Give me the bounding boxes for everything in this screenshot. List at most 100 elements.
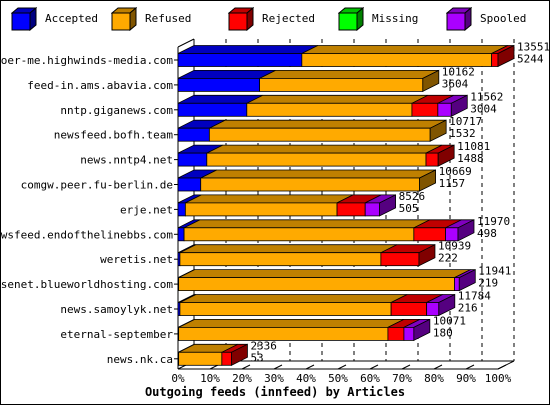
category-label: feed-in.ams.abavia.com — [27, 79, 173, 92]
bar-top-refused — [206, 144, 443, 154]
bar-segment-refused — [178, 326, 389, 341]
bar-top-refused — [185, 194, 354, 204]
bar-top-accepted — [177, 45, 319, 54]
x-tick — [465, 364, 475, 370]
bar-side-spooled — [379, 194, 397, 217]
bar-total-label: 13551 — [517, 41, 549, 54]
bar-side-spooled — [413, 318, 431, 342]
category-label: comgw.peer.fu-berlin.de — [21, 179, 173, 192]
bar-side-rejected — [437, 144, 455, 167]
bar-side-rejected — [418, 244, 436, 267]
bar-segment-refused — [259, 78, 424, 92]
bar-accepted-label: 498 — [477, 227, 497, 240]
bar-segment-accepted — [177, 127, 210, 142]
bar-segment-rejected — [411, 102, 439, 117]
category-label: nntp.giganews.com — [60, 104, 173, 117]
x-tick-label: 20% — [232, 372, 252, 385]
bar-segment-refused — [178, 277, 455, 292]
bar-top-refused — [209, 119, 447, 129]
x-tick — [369, 364, 379, 370]
bar-top-refused — [178, 318, 405, 328]
bar-segment-rejected — [221, 351, 232, 366]
bar-segment-refused — [184, 202, 338, 217]
bar-segment-refused — [178, 351, 223, 366]
legend-swatch-front — [446, 12, 466, 31]
bar-side-refused — [422, 69, 440, 93]
category-label: weretis.net — [100, 253, 173, 266]
legend-label: Accepted — [45, 12, 98, 25]
x-tick-label: 70% — [392, 372, 412, 385]
legend-label: Refused — [145, 12, 192, 25]
bar-segment-accepted — [177, 78, 260, 92]
x-tick-label: 40% — [296, 372, 316, 385]
legend-swatch — [11, 7, 37, 31]
x-tick-label: 100% — [485, 372, 512, 385]
legend-label: Missing — [372, 12, 419, 25]
bar-segment-refused — [206, 152, 427, 167]
x-tick-label: 80% — [424, 372, 444, 385]
bar-total-label: 11562 — [470, 90, 503, 103]
bar-segment-accepted — [177, 53, 303, 67]
category-label: eternal-september — [60, 328, 173, 341]
bar-segment-refused — [200, 177, 421, 192]
bar-total-label: 10939 — [438, 240, 471, 253]
bar-side-rejected — [231, 343, 248, 366]
bar-top-refused — [259, 70, 439, 79]
bar-accepted-label: 216 — [458, 302, 478, 315]
bar-top-refused — [301, 45, 508, 54]
bar-accepted-label: 53 — [250, 351, 263, 364]
bar-side-spooled — [457, 219, 475, 242]
legend-swatch-front — [111, 12, 131, 31]
bar-top-refused — [246, 94, 429, 104]
bar-total-label: 2336 — [250, 339, 277, 352]
category-label: news.nk.ca — [107, 353, 173, 366]
bar-side-refused — [419, 169, 437, 192]
x-tick — [433, 364, 443, 370]
bar-segment-rejected — [491, 53, 499, 67]
x-tick — [337, 364, 347, 370]
bar-accepted-label: 219 — [478, 277, 498, 290]
bar-segment-rejected — [425, 152, 439, 167]
bar-accepted-label: 1532 — [449, 127, 476, 140]
category-label: newsfeed.bofh.team — [54, 129, 174, 142]
legend: Accepted Refused Rejected Missing Spooled — [1, 1, 549, 37]
bar-top-refused — [178, 269, 471, 279]
category-label: news.samoylyk.net — [60, 303, 173, 316]
x-tick-label: 0% — [171, 372, 185, 385]
bar-segment-refused — [179, 252, 382, 267]
x-tick — [401, 364, 411, 370]
bar-accepted-label: 3004 — [470, 102, 497, 115]
bar-segment-accepted — [177, 177, 202, 192]
bar-segment-refused — [179, 302, 392, 316]
category-label: news.nntp4.net — [80, 154, 173, 167]
x-tick-label: 50% — [328, 372, 348, 385]
x-tick — [241, 364, 251, 370]
bar-top-refused — [183, 219, 431, 229]
category-label: newsfeed.endofthelinebbs.com — [1, 228, 173, 241]
legend-label: Spooled — [480, 12, 527, 25]
legend-swatch-front — [228, 12, 248, 31]
bar-top-refused — [179, 294, 408, 303]
x-tick-label: 60% — [360, 372, 380, 385]
legend-swatch — [446, 7, 472, 31]
legend-swatch — [338, 7, 364, 31]
bar-segment-spooled — [403, 326, 415, 341]
bar-total-label: 11970 — [477, 215, 510, 228]
bar-segment-rejected — [390, 302, 428, 316]
x-tick — [305, 364, 315, 370]
bar-side-spooled — [438, 293, 456, 317]
x-tick — [273, 364, 283, 370]
bar-segment-accepted — [177, 102, 248, 117]
chart-title: Outgoing feeds (innfeed) by Articles — [144, 385, 406, 399]
bar-accepted-label: 3604 — [442, 77, 469, 90]
bar-side-refused — [429, 119, 447, 142]
bar-segment-accepted — [177, 227, 185, 242]
bar-accepted-label: 1488 — [457, 152, 484, 165]
x-tick-label: 90% — [456, 372, 476, 385]
bar-segment-refused — [246, 102, 413, 117]
bar-total-label: 11784 — [458, 290, 491, 303]
category-label: voer-me.highwinds-media.com — [1, 54, 173, 67]
bar-total-label: 11941 — [478, 265, 511, 278]
bar-accepted-label: 222 — [438, 252, 458, 265]
